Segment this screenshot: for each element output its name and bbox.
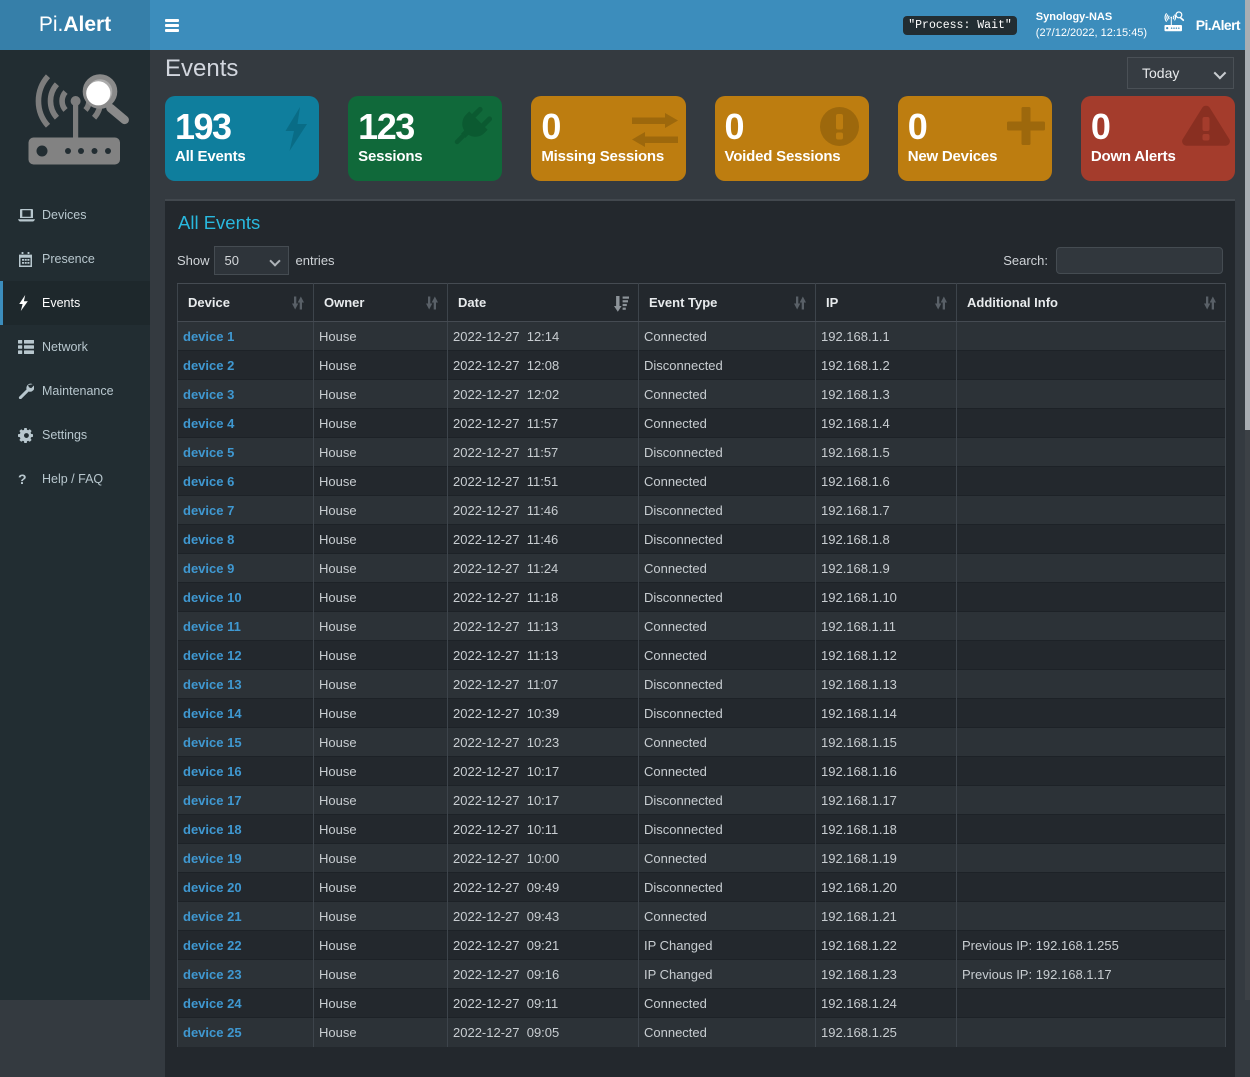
svg-text:?: ?	[18, 471, 27, 487]
